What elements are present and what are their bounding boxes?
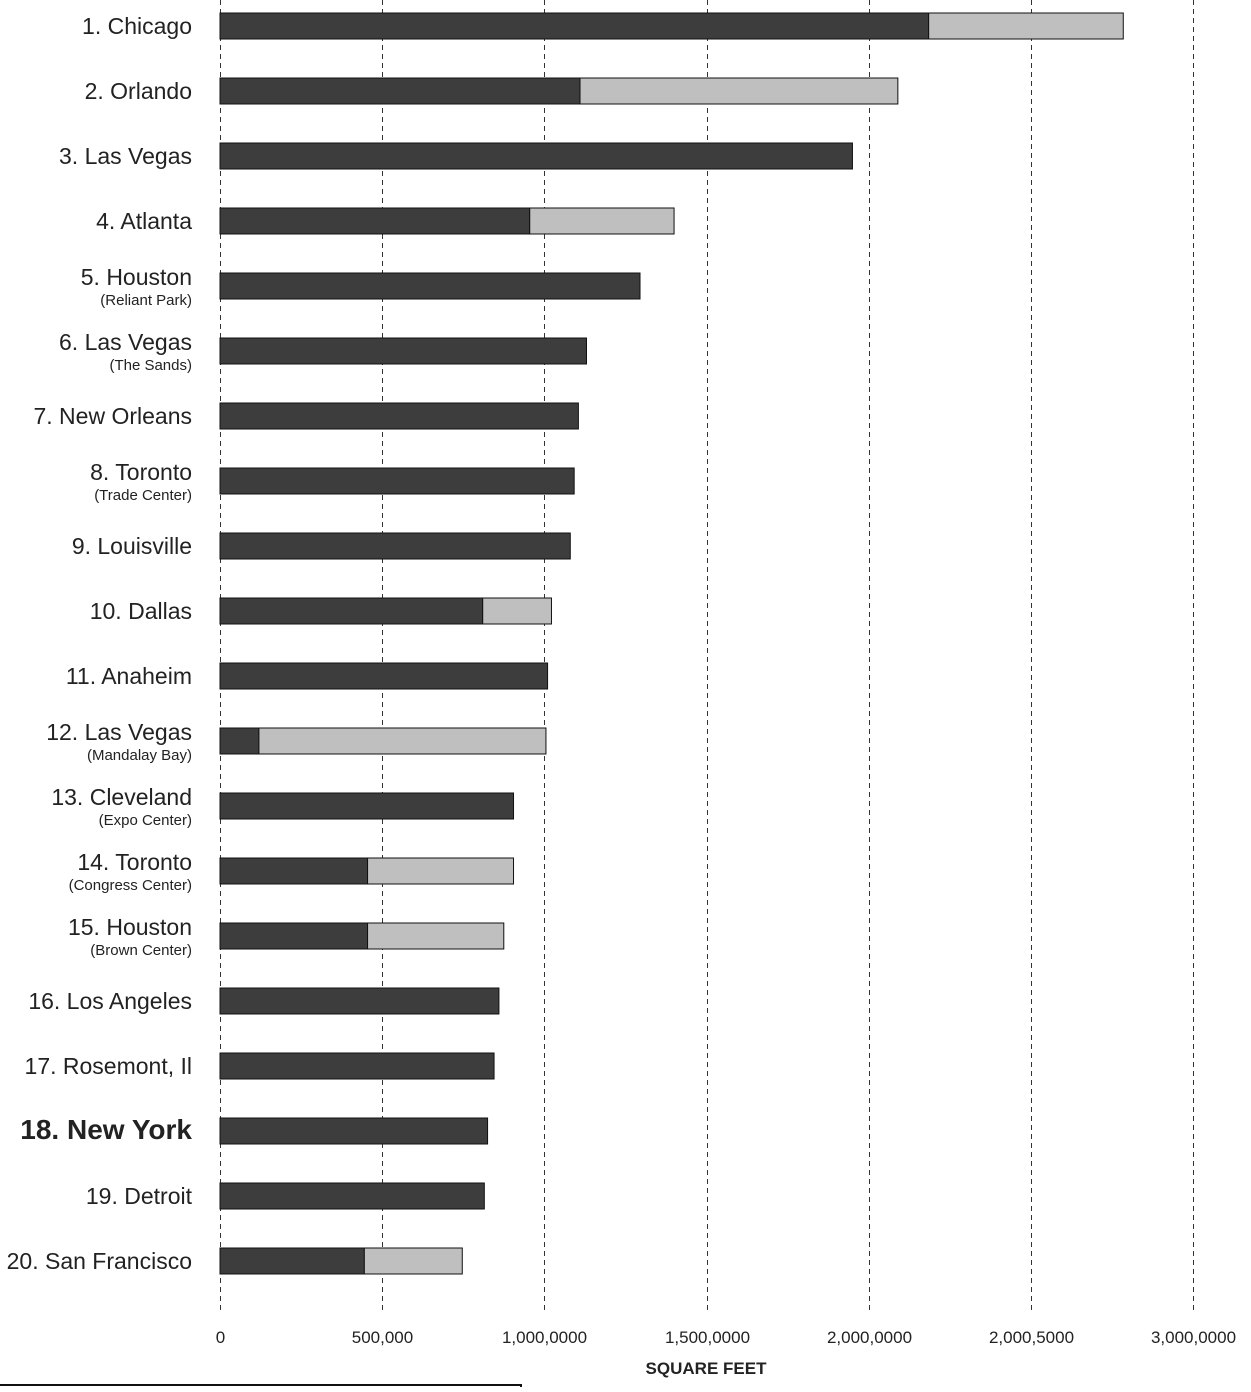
category-labels: 1. Chicago 2. Orlando 3. Las Vegas 4. Atlan… — [7, 13, 193, 1274]
bar-segment-dark — [219, 922, 369, 950]
category-label: 8. Toronto — [90, 459, 192, 485]
category-sublabel: (Mandalay Bay) — [87, 747, 192, 764]
bar-segment-dark — [219, 77, 581, 105]
bar-segment-light — [363, 1247, 463, 1275]
bar-segment-dark — [219, 207, 531, 235]
x-tick-label: 3,000,0000 — [1151, 1328, 1236, 1347]
bar-segment-dark — [219, 337, 587, 365]
bar-segment-dark — [219, 12, 930, 40]
category-label: 15. Houston — [68, 914, 192, 940]
category-label: 11. Anaheim — [66, 663, 192, 689]
category-sublabel: (The Sands) — [109, 357, 192, 374]
bar-segment-dark — [219, 987, 500, 1015]
category-label: 17. Rosemont, Il — [25, 1053, 192, 1079]
bar-segment-dark — [219, 1052, 495, 1080]
bar-segment-light — [258, 727, 547, 755]
category-label: 14. Toronto — [77, 849, 192, 875]
category-label: 7. New Orleans — [33, 403, 192, 429]
category-label: 9. Louisville — [72, 533, 192, 559]
category-label: 20. San Francisco — [7, 1248, 192, 1274]
category-label: 12. Las Vegas — [46, 719, 192, 745]
bar-segment-dark — [219, 1182, 485, 1210]
bar-segment-dark — [219, 792, 515, 820]
x-tick-labels: 0 500,000 1,000,0000 1,500,0000 2,000,0000 2,… — [216, 1328, 1236, 1347]
bar-segment-light — [482, 597, 552, 625]
bar-segment-light — [529, 207, 675, 235]
bar-segment-dark — [219, 662, 549, 690]
bar-segment-dark — [219, 857, 369, 885]
category-sublabel: (Brown Center) — [90, 942, 192, 959]
bar-segment-dark — [219, 402, 579, 430]
bar-segment-dark — [219, 142, 853, 170]
bar-segment-dark — [219, 532, 571, 560]
category-label: 5. Houston — [81, 264, 192, 290]
bars — [219, 12, 1124, 1275]
category-label: 18. New York — [20, 1114, 192, 1145]
x-tick-label: 1,500,0000 — [665, 1328, 750, 1347]
bar-segment-dark — [219, 597, 484, 625]
category-label: 2. Orlando — [85, 78, 192, 104]
legend-box-edge — [0, 1384, 522, 1387]
x-tick-label: 2,000,5000 — [989, 1328, 1074, 1347]
category-label: 1. Chicago — [82, 13, 192, 39]
bar-segment-dark — [219, 1247, 365, 1275]
x-tick-label: 2,000,0000 — [827, 1328, 912, 1347]
bar-segment-dark — [219, 467, 575, 495]
category-sublabel: (Congress Center) — [69, 877, 192, 894]
x-tick-label: 1,000,0000 — [502, 1328, 587, 1347]
bar-segment-dark — [219, 727, 260, 755]
category-label: 10. Dallas — [90, 598, 192, 624]
category-sublabel: (Expo Center) — [99, 812, 192, 829]
bar-segment-light — [367, 857, 515, 885]
category-label: 4. Atlanta — [96, 208, 192, 234]
category-sublabel: (Trade Center) — [94, 487, 192, 504]
category-label: 6. Las Vegas — [59, 329, 192, 355]
bar-segment-dark — [219, 1117, 489, 1145]
category-label: 19. Detroit — [86, 1183, 193, 1209]
bar-segment-light — [928, 12, 1124, 40]
category-sublabel: (Reliant Park) — [100, 292, 192, 309]
bar-segment-light — [579, 77, 899, 105]
x-tick-label: 0 — [216, 1328, 225, 1347]
category-label: 16. Los Angeles — [28, 988, 192, 1014]
bar-segment-light — [367, 922, 505, 950]
bar-segment-dark — [219, 272, 641, 300]
grid-lines — [220, 0, 1194, 1310]
x-axis-title: SQUARE FEET — [646, 1359, 768, 1378]
category-label: 3. Las Vegas — [59, 143, 192, 169]
x-tick-label: 500,000 — [352, 1328, 413, 1347]
category-label: 13. Cleveland — [51, 784, 192, 810]
